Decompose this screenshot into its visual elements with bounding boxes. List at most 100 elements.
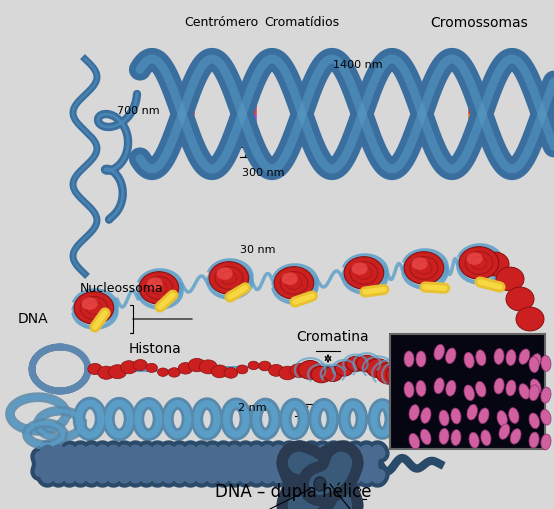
Ellipse shape <box>481 252 509 276</box>
Ellipse shape <box>350 262 378 285</box>
Ellipse shape <box>188 359 206 372</box>
Text: DNA – dupla hélice: DNA – dupla hélice <box>216 482 372 500</box>
Ellipse shape <box>314 477 326 491</box>
Ellipse shape <box>496 268 524 291</box>
Ellipse shape <box>280 272 308 295</box>
Ellipse shape <box>439 429 449 444</box>
Ellipse shape <box>420 429 431 445</box>
Ellipse shape <box>146 363 157 373</box>
Ellipse shape <box>494 378 504 394</box>
Ellipse shape <box>274 267 314 299</box>
Ellipse shape <box>530 379 541 394</box>
Ellipse shape <box>133 360 147 371</box>
Ellipse shape <box>451 430 461 446</box>
Ellipse shape <box>211 365 228 378</box>
Ellipse shape <box>416 381 426 397</box>
Text: 300 nm: 300 nm <box>242 168 284 178</box>
Ellipse shape <box>464 385 474 401</box>
Ellipse shape <box>433 357 459 377</box>
Ellipse shape <box>471 257 487 270</box>
Ellipse shape <box>412 258 428 270</box>
Ellipse shape <box>475 382 486 397</box>
Text: 2 nm: 2 nm <box>238 402 266 412</box>
Ellipse shape <box>74 292 114 324</box>
Ellipse shape <box>335 362 353 377</box>
Ellipse shape <box>459 247 499 279</box>
Ellipse shape <box>356 356 377 372</box>
Ellipse shape <box>541 356 551 372</box>
Ellipse shape <box>299 361 322 380</box>
Ellipse shape <box>344 257 384 290</box>
Ellipse shape <box>290 364 308 378</box>
Ellipse shape <box>178 363 193 374</box>
Ellipse shape <box>168 368 181 377</box>
Ellipse shape <box>420 408 431 423</box>
Ellipse shape <box>494 349 504 364</box>
Ellipse shape <box>376 363 403 384</box>
Ellipse shape <box>541 387 551 403</box>
Text: Cromatina: Cromatina <box>296 329 369 343</box>
Ellipse shape <box>146 278 163 290</box>
Ellipse shape <box>479 408 489 424</box>
Ellipse shape <box>439 410 449 426</box>
Ellipse shape <box>530 354 541 370</box>
Ellipse shape <box>409 405 419 420</box>
Text: Centrómero: Centrómero <box>184 16 259 30</box>
Ellipse shape <box>410 257 438 280</box>
Ellipse shape <box>510 429 521 444</box>
Ellipse shape <box>98 366 115 380</box>
Ellipse shape <box>529 357 539 373</box>
Ellipse shape <box>445 348 456 364</box>
Ellipse shape <box>397 359 427 383</box>
Ellipse shape <box>286 277 302 290</box>
Ellipse shape <box>88 364 102 375</box>
Ellipse shape <box>541 434 551 450</box>
Text: Histona: Histona <box>129 342 182 356</box>
Ellipse shape <box>420 352 449 375</box>
Ellipse shape <box>366 359 390 378</box>
Ellipse shape <box>465 252 493 275</box>
Ellipse shape <box>86 302 102 315</box>
Ellipse shape <box>519 384 530 400</box>
Ellipse shape <box>499 424 510 439</box>
Text: Nucleossoma: Nucleossoma <box>80 281 163 294</box>
Ellipse shape <box>467 405 478 420</box>
Ellipse shape <box>279 366 296 380</box>
Ellipse shape <box>351 263 368 275</box>
Ellipse shape <box>416 351 426 367</box>
Ellipse shape <box>311 366 332 383</box>
Ellipse shape <box>346 357 365 372</box>
Ellipse shape <box>224 368 238 379</box>
Text: DNA: DNA <box>18 311 49 325</box>
Ellipse shape <box>269 365 284 377</box>
Ellipse shape <box>416 262 432 275</box>
Ellipse shape <box>215 267 243 290</box>
Ellipse shape <box>404 382 414 398</box>
Ellipse shape <box>434 378 444 394</box>
Ellipse shape <box>404 252 444 285</box>
Ellipse shape <box>451 408 461 424</box>
Ellipse shape <box>80 297 108 320</box>
Ellipse shape <box>541 410 551 425</box>
Ellipse shape <box>466 253 483 265</box>
Ellipse shape <box>476 350 486 366</box>
Text: 700 nm: 700 nm <box>117 106 160 116</box>
Text: 1400 nm: 1400 nm <box>332 60 382 70</box>
Ellipse shape <box>509 408 519 423</box>
Ellipse shape <box>157 368 168 377</box>
Ellipse shape <box>409 353 438 377</box>
Ellipse shape <box>464 353 474 369</box>
Ellipse shape <box>121 361 137 374</box>
Ellipse shape <box>446 381 456 397</box>
Ellipse shape <box>506 380 516 396</box>
Ellipse shape <box>81 298 98 310</box>
Text: Cromatídios: Cromatídios <box>264 16 340 30</box>
Ellipse shape <box>324 367 342 382</box>
Ellipse shape <box>248 361 259 370</box>
Ellipse shape <box>481 430 491 446</box>
Ellipse shape <box>139 272 179 304</box>
Ellipse shape <box>221 272 237 285</box>
Ellipse shape <box>237 365 248 374</box>
Ellipse shape <box>529 432 539 448</box>
Ellipse shape <box>519 349 530 364</box>
